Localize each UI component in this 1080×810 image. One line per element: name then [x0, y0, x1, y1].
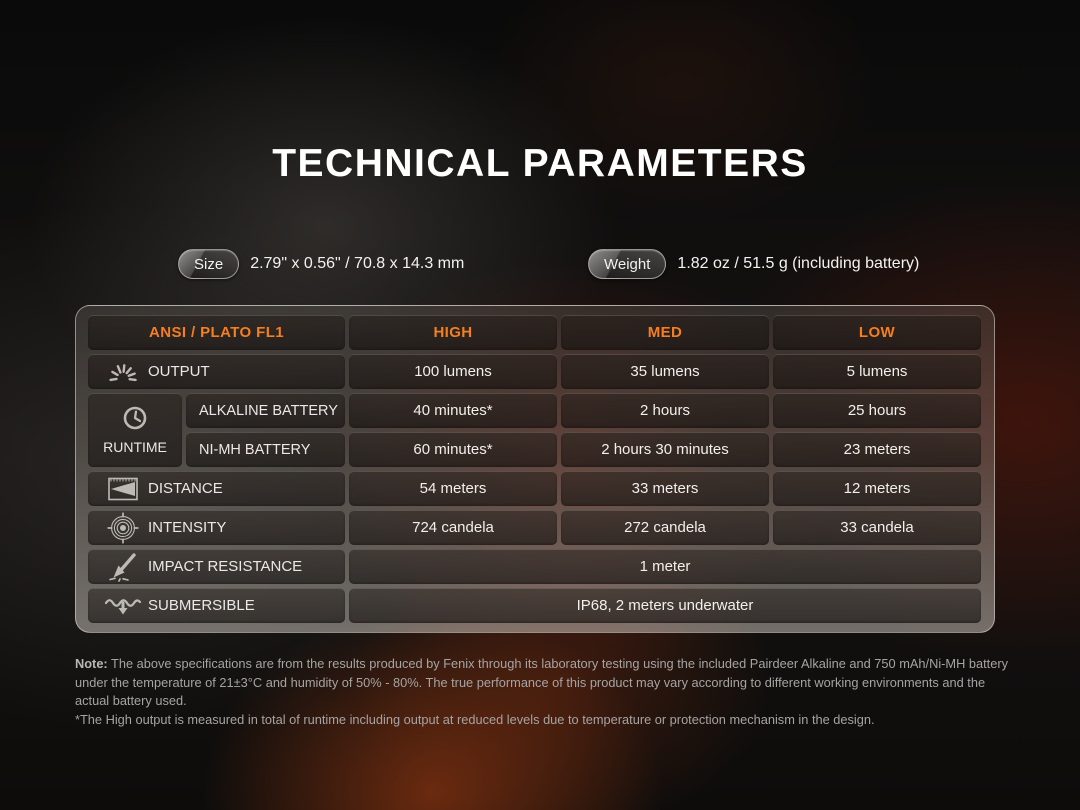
row-submersible-label: SUBMERSIBLE [88, 588, 345, 623]
intensity-low: 33 candela [773, 510, 981, 545]
row-runtime-label: RUNTIME [88, 393, 182, 467]
spec-table-panel: ANSI / PLATO FL1 HIGH MED LOW [75, 305, 995, 633]
header-high: HIGH [349, 315, 557, 350]
size-spec: Size 2.79" x 0.56" / 70.8 x 14.3 mm [178, 249, 464, 279]
spec-table: ANSI / PLATO FL1 HIGH MED LOW [88, 315, 982, 623]
row-distance-text: DISTANCE [148, 480, 223, 497]
weight-spec: Weight 1.82 oz / 51.5 g (including batte… [588, 249, 919, 279]
intensity-med: 272 candela [561, 510, 769, 545]
impact-arrow-icon [98, 552, 148, 582]
note-label: Note: [75, 656, 108, 671]
note-section: Note: The above specifications are from … [75, 655, 1008, 729]
nimh-high: 60 minutes* [349, 432, 557, 467]
row-intensity-text: INTENSITY [148, 519, 227, 536]
note-paragraph: Note: The above specifications are from … [75, 655, 1008, 711]
output-high: 100 lumens [349, 354, 557, 389]
row-nimh-label: NI-MH BATTERY [186, 432, 345, 467]
row-alkaline-label: ALKALINE BATTERY [186, 393, 345, 428]
alkaline-med: 2 hours [561, 393, 769, 428]
size-pill: Size [178, 249, 240, 279]
sunburst-icon [98, 360, 148, 384]
nimh-low: 23 meters [773, 432, 981, 467]
row-impact-text: IMPACT RESISTANCE [148, 558, 303, 575]
row-output-label: OUTPUT [88, 354, 345, 389]
clock-icon [121, 405, 149, 436]
page-title: TECHNICAL PARAMETERS [272, 142, 808, 185]
distance-high: 54 meters [349, 471, 557, 506]
row-distance-label: DISTANCE [88, 471, 345, 506]
row-submersible-text: SUBMERSIBLE [148, 597, 255, 614]
alkaline-low: 25 hours [773, 393, 981, 428]
distance-low: 12 meters [773, 471, 981, 506]
water-submersion-icon [98, 594, 148, 618]
beam-icon [98, 475, 148, 503]
note-body: The above specifications are from the re… [75, 656, 1008, 709]
row-runtime-text: RUNTIME [103, 439, 167, 455]
header-low: LOW [773, 315, 981, 350]
distance-med: 33 meters [561, 471, 769, 506]
row-intensity-label: INTENSITY [88, 510, 345, 545]
nimh-med: 2 hours 30 minutes [561, 432, 769, 467]
row-output-text: OUTPUT [148, 363, 210, 380]
header-med: MED [561, 315, 769, 350]
note-footnote: *The High output is measured in total of… [75, 711, 875, 727]
target-icon [98, 511, 148, 544]
intensity-high: 724 candela [349, 510, 557, 545]
weight-value: 1.82 oz / 51.5 g (including battery) [677, 255, 920, 272]
header-standard: ANSI / PLATO FL1 [88, 315, 345, 350]
impact-value: 1 meter [349, 549, 981, 584]
output-low: 5 lumens [773, 354, 981, 389]
row-impact-label: IMPACT RESISTANCE [88, 549, 345, 584]
size-value: 2.79" x 0.56" / 70.8 x 14.3 mm [250, 255, 465, 272]
weight-pill: Weight [588, 249, 667, 279]
submersible-value: IP68, 2 meters underwater [349, 588, 981, 623]
alkaline-high: 40 minutes* [349, 393, 557, 428]
output-med: 35 lumens [561, 354, 769, 389]
